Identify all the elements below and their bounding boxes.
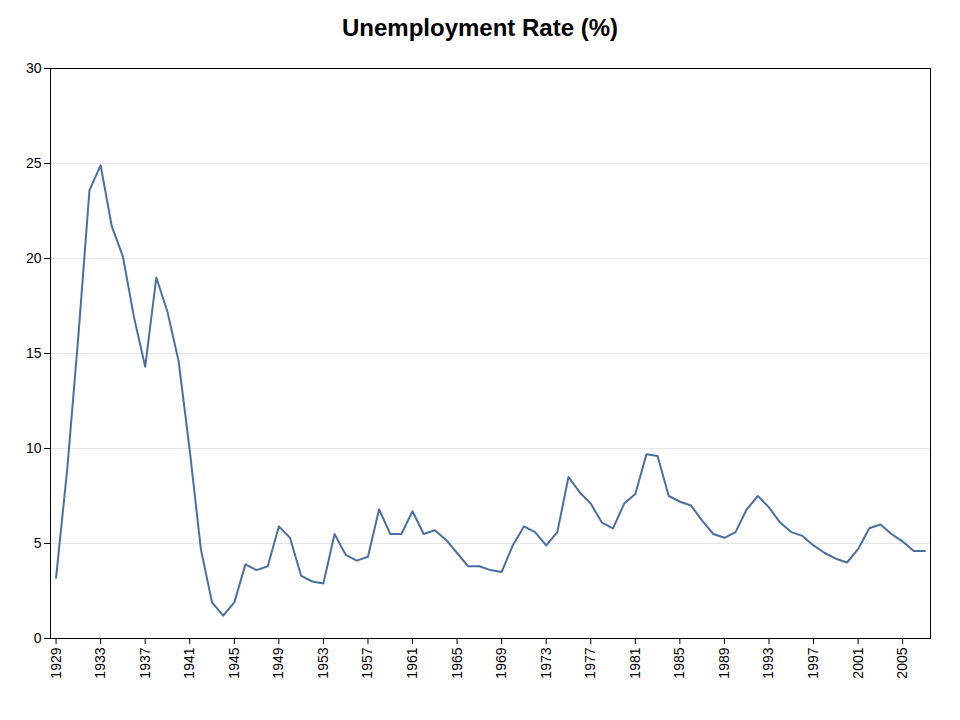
svg-text:1929: 1929 bbox=[48, 647, 64, 678]
svg-text:1949: 1949 bbox=[270, 647, 286, 678]
svg-text:5: 5 bbox=[34, 535, 42, 551]
svg-text:1937: 1937 bbox=[137, 647, 153, 678]
svg-text:1965: 1965 bbox=[449, 647, 465, 678]
svg-text:1945: 1945 bbox=[226, 647, 242, 678]
html-text:Unemployment Rate (%): Unemployment Rate (%) bbox=[342, 14, 618, 41]
svg-text:20: 20 bbox=[26, 250, 42, 266]
svg-text:0: 0 bbox=[34, 630, 42, 646]
svg-text:1997: 1997 bbox=[805, 647, 821, 678]
svg-text:2005: 2005 bbox=[894, 647, 910, 678]
svg-text:1985: 1985 bbox=[671, 647, 687, 678]
svg-text:2001: 2001 bbox=[850, 647, 866, 678]
svg-text:1957: 1957 bbox=[359, 647, 375, 678]
svg-text:30: 30 bbox=[26, 60, 42, 76]
svg-text:1969: 1969 bbox=[493, 647, 509, 678]
svg-text:10: 10 bbox=[26, 440, 42, 456]
svg-text:1993: 1993 bbox=[760, 647, 776, 678]
svg-text:15: 15 bbox=[26, 345, 42, 361]
svg-text:1933: 1933 bbox=[92, 647, 108, 678]
svg-text:1973: 1973 bbox=[538, 647, 554, 678]
svg-text:1981: 1981 bbox=[627, 647, 643, 678]
svg-text:1961: 1961 bbox=[404, 647, 420, 678]
svg-text:25: 25 bbox=[26, 155, 42, 171]
svg-text:1941: 1941 bbox=[181, 647, 197, 678]
svg-text:1989: 1989 bbox=[716, 647, 732, 678]
svg-text:1977: 1977 bbox=[582, 647, 598, 678]
svg-text:1953: 1953 bbox=[315, 647, 331, 678]
